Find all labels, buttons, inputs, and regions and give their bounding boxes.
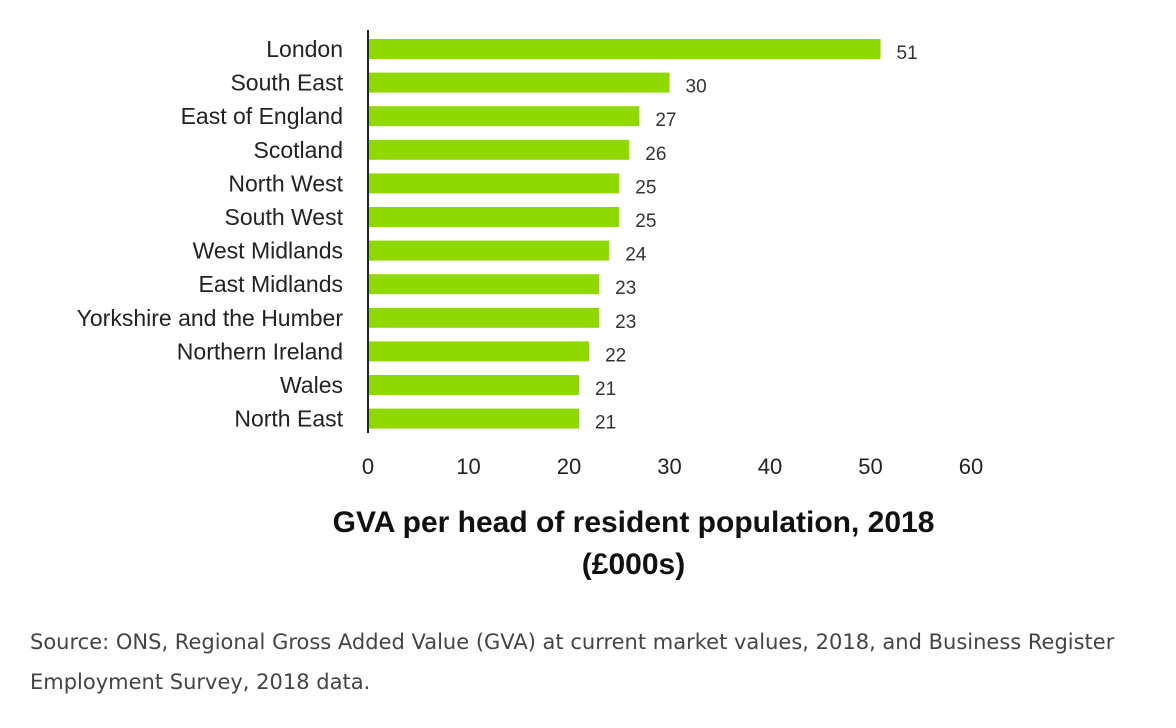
value-label: 30: [686, 77, 707, 98]
bar: [368, 341, 590, 362]
x-tick-label: 50: [858, 454, 882, 479]
category-label: North West: [228, 170, 343, 196]
x-axis-ticks: 0 10 20 30 40 50 60: [362, 454, 983, 479]
value-label: 25: [635, 177, 656, 198]
bar: [368, 106, 640, 127]
x-tick-label: 30: [657, 454, 681, 479]
bar: [368, 207, 620, 227]
value-label: 51: [897, 43, 918, 64]
value-label: 26: [645, 144, 666, 165]
bar: [368, 408, 580, 429]
category-label: East Midlands: [199, 271, 343, 297]
value-labels: 51 30 27 26 25 25 24 23 23 22 21 21: [595, 43, 918, 434]
bar-chart: London South East East of England Scotland N…: [77, 30, 983, 581]
category-label: West Midlands: [193, 238, 343, 264]
x-tick-label: 40: [758, 454, 782, 479]
x-tick-label: 20: [557, 454, 581, 479]
bar: [368, 72, 670, 93]
bar: [368, 173, 620, 194]
category-label: London: [266, 36, 343, 62]
bar: [368, 307, 600, 328]
x-tick-label: 60: [959, 454, 983, 479]
category-label: Northern Ireland: [177, 338, 343, 364]
x-axis-title-line-1: GVA per head of resident population, 201…: [333, 506, 935, 539]
bar: [368, 274, 600, 295]
source-note: Source: ONS, Regional Gross Added Value …: [30, 630, 1115, 694]
value-label: 23: [615, 312, 636, 333]
value-label: 21: [595, 379, 616, 400]
bar: [368, 139, 630, 160]
value-label: 27: [655, 110, 676, 131]
x-tick-label: 10: [456, 454, 480, 479]
value-label: 24: [625, 245, 647, 266]
category-label: South East: [230, 70, 343, 96]
category-label: South West: [225, 204, 344, 230]
category-label: Wales: [280, 372, 343, 398]
value-label: 21: [595, 413, 616, 434]
bar: [368, 240, 610, 261]
category-label: East of England: [181, 103, 343, 129]
category-label: North East: [234, 406, 343, 432]
bar: [368, 375, 580, 395]
x-tick-label: 0: [362, 454, 374, 479]
category-label: Yorkshire and the Humber: [77, 305, 344, 331]
value-label: 25: [635, 211, 656, 232]
value-label: 23: [615, 278, 636, 299]
category-label: Scotland: [253, 137, 343, 163]
category-labels: London South East East of England Scotland N…: [77, 36, 344, 432]
value-label: 22: [605, 345, 626, 366]
x-axis-title-line-2: (£000s): [582, 548, 685, 581]
bar: [368, 39, 881, 59]
bars-group: [368, 39, 881, 429]
